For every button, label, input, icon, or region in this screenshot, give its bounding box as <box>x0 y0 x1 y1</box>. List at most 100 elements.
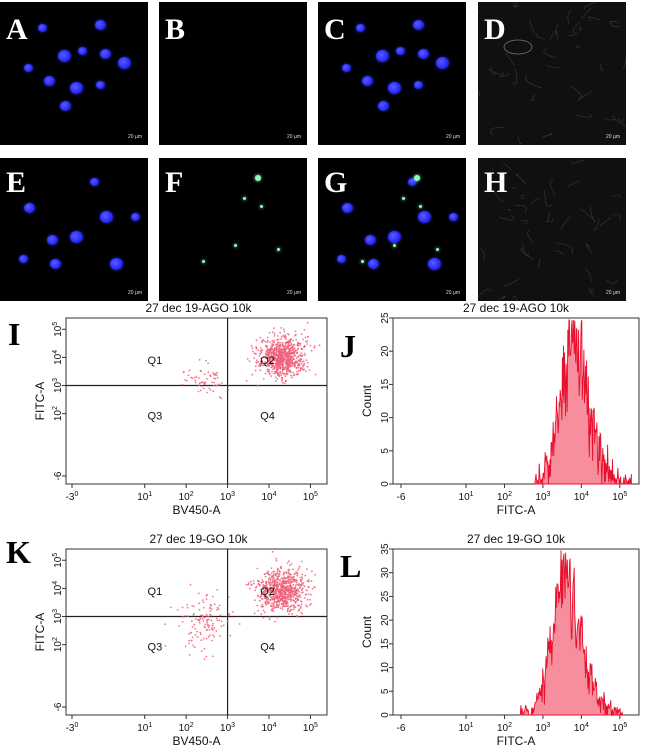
x-axis-label: FITC-A <box>497 734 536 748</box>
data-point <box>197 592 200 595</box>
data-point <box>281 381 284 384</box>
texture-stroke <box>556 242 574 255</box>
data-point <box>295 589 298 592</box>
data-point <box>215 374 218 377</box>
data-point <box>283 589 286 591</box>
data-point <box>259 364 262 367</box>
data-point <box>211 381 214 384</box>
data-point <box>255 585 258 588</box>
data-point <box>262 581 265 583</box>
data-point <box>286 605 288 607</box>
y-tick-label: 15 <box>380 638 391 650</box>
y-tick-label: 103 <box>52 609 64 624</box>
data-point <box>288 596 290 598</box>
green-signal <box>255 175 261 181</box>
data-point <box>300 352 303 354</box>
texture-stroke <box>567 180 580 188</box>
data-point <box>272 595 274 598</box>
data-point <box>290 374 293 377</box>
data-point <box>260 357 262 360</box>
data-point <box>295 581 298 584</box>
data-point <box>287 344 290 347</box>
data-point <box>267 362 270 365</box>
data-point <box>212 634 214 636</box>
data-point <box>275 591 277 593</box>
data-point <box>209 613 212 616</box>
data-point <box>268 618 271 621</box>
texture-stroke <box>603 117 616 121</box>
data-point <box>275 364 277 366</box>
data-point <box>193 605 195 608</box>
data-point <box>194 381 197 384</box>
data-point <box>294 597 297 599</box>
texture-stroke <box>623 57 626 70</box>
data-point <box>301 361 304 363</box>
data-point <box>211 624 214 627</box>
texture-stroke <box>531 94 536 101</box>
data-point <box>290 600 292 602</box>
y-tick-label: 30 <box>380 567 391 579</box>
data-point <box>272 341 275 343</box>
data-point <box>280 338 282 340</box>
data-point <box>278 582 281 584</box>
data-point <box>296 352 299 355</box>
micrograph-panel: B 20 µm <box>159 2 307 145</box>
data-point <box>260 351 263 354</box>
data-point <box>259 360 262 363</box>
data-point <box>267 370 269 373</box>
data-point <box>284 375 287 378</box>
data-point <box>297 373 299 376</box>
data-point <box>272 576 275 578</box>
data-point <box>271 550 274 553</box>
data-point <box>266 351 269 354</box>
data-point <box>259 584 261 587</box>
data-point <box>281 605 284 608</box>
data-point <box>307 586 310 589</box>
data-point <box>293 593 296 596</box>
data-point <box>191 626 194 628</box>
data-point <box>206 628 209 631</box>
data-point <box>279 345 282 348</box>
data-point <box>287 587 290 590</box>
data-point <box>288 578 290 581</box>
data-point <box>273 332 276 335</box>
data-point <box>296 574 299 577</box>
data-point <box>218 619 221 622</box>
data-point <box>294 586 297 589</box>
data-point <box>289 341 292 344</box>
texture-stroke <box>538 257 541 268</box>
data-point <box>302 582 305 584</box>
data-point <box>264 361 266 363</box>
data-point <box>208 624 210 627</box>
y-axis-label: FITC-A <box>33 613 47 652</box>
data-point <box>199 631 202 634</box>
data-point <box>290 563 293 565</box>
x-tick-label: 101 <box>137 722 152 734</box>
green-signal <box>202 260 205 263</box>
data-point <box>300 333 303 335</box>
texture-stroke <box>544 190 553 207</box>
texture-stroke <box>479 247 485 261</box>
data-point <box>302 587 304 590</box>
data-point <box>219 614 222 616</box>
texture-stroke <box>583 2 597 10</box>
data-point <box>273 352 276 355</box>
data-point <box>270 353 273 355</box>
data-point <box>306 361 309 364</box>
data-point <box>282 595 284 598</box>
data-point <box>274 376 277 379</box>
data-point <box>275 557 277 560</box>
figure-letter-k: K <box>6 534 31 570</box>
data-point <box>286 562 289 564</box>
data-point <box>229 634 232 637</box>
data-point <box>278 575 280 578</box>
data-point <box>297 609 300 612</box>
data-point <box>216 377 219 379</box>
y-tick-label: 5 <box>380 688 391 694</box>
data-point <box>287 607 290 610</box>
data-point <box>266 346 268 349</box>
data-point <box>207 618 210 621</box>
data-point <box>220 625 223 628</box>
data-point <box>284 577 286 580</box>
data-point <box>260 581 263 584</box>
